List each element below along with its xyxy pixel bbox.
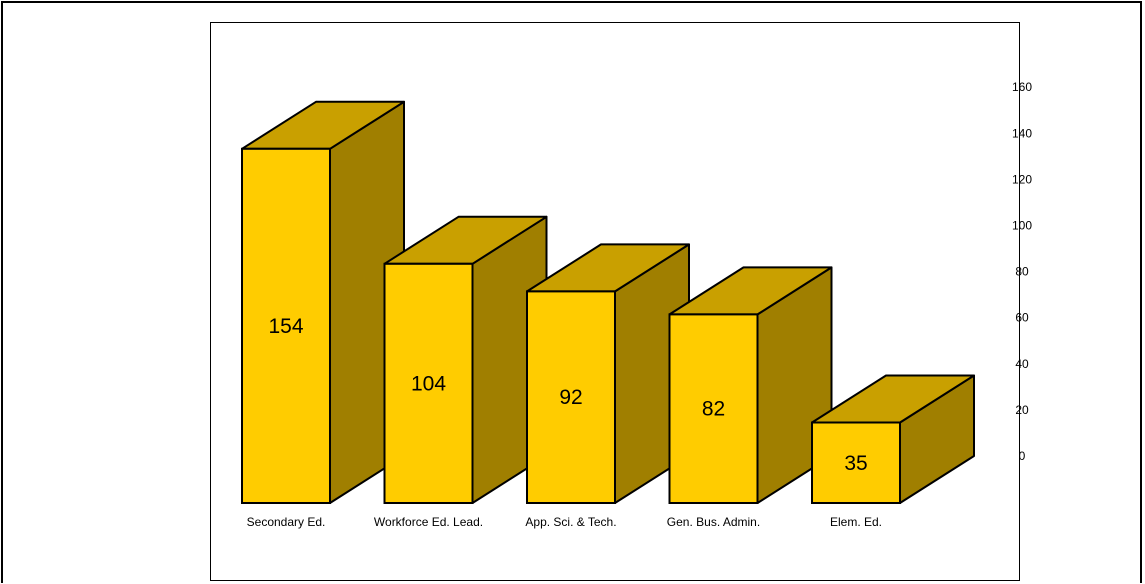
y-tick-label: 60 <box>1015 311 1029 325</box>
bar-value-label: 104 <box>411 372 446 395</box>
y-tick-label: 100 <box>1012 219 1032 233</box>
y-tick-label: 140 <box>1012 126 1032 140</box>
y-tick-label: 160 <box>1012 80 1032 94</box>
y-tick-label: 0 <box>1019 449 1026 463</box>
category-label: Gen. Bus. Admin. <box>667 515 760 529</box>
bar-front-face <box>668 313 759 504</box>
plot-area-frame <box>210 22 1020 581</box>
y-tick-label: 20 <box>1015 403 1029 417</box>
bar-value-label: 154 <box>268 315 303 338</box>
bar-value-label: 35 <box>844 452 867 475</box>
category-label: Secondary Ed. <box>247 515 326 529</box>
y-tick-label: 80 <box>1015 265 1029 279</box>
bar-front-face <box>241 147 331 505</box>
bar-front-face <box>811 421 901 504</box>
category-label: Elem. Ed. <box>830 515 882 529</box>
y-tick-label: 40 <box>1015 357 1029 371</box>
bar-front-face <box>526 290 616 504</box>
bar-value-label: 92 <box>559 386 582 409</box>
bar-value-label: 82 <box>702 398 725 421</box>
category-label: App. Sci. & Tech. <box>525 515 616 529</box>
bar-front-face <box>383 262 474 504</box>
category-label: Workforce Ed. Lead. <box>374 515 483 529</box>
y-tick-label: 120 <box>1012 172 1032 186</box>
